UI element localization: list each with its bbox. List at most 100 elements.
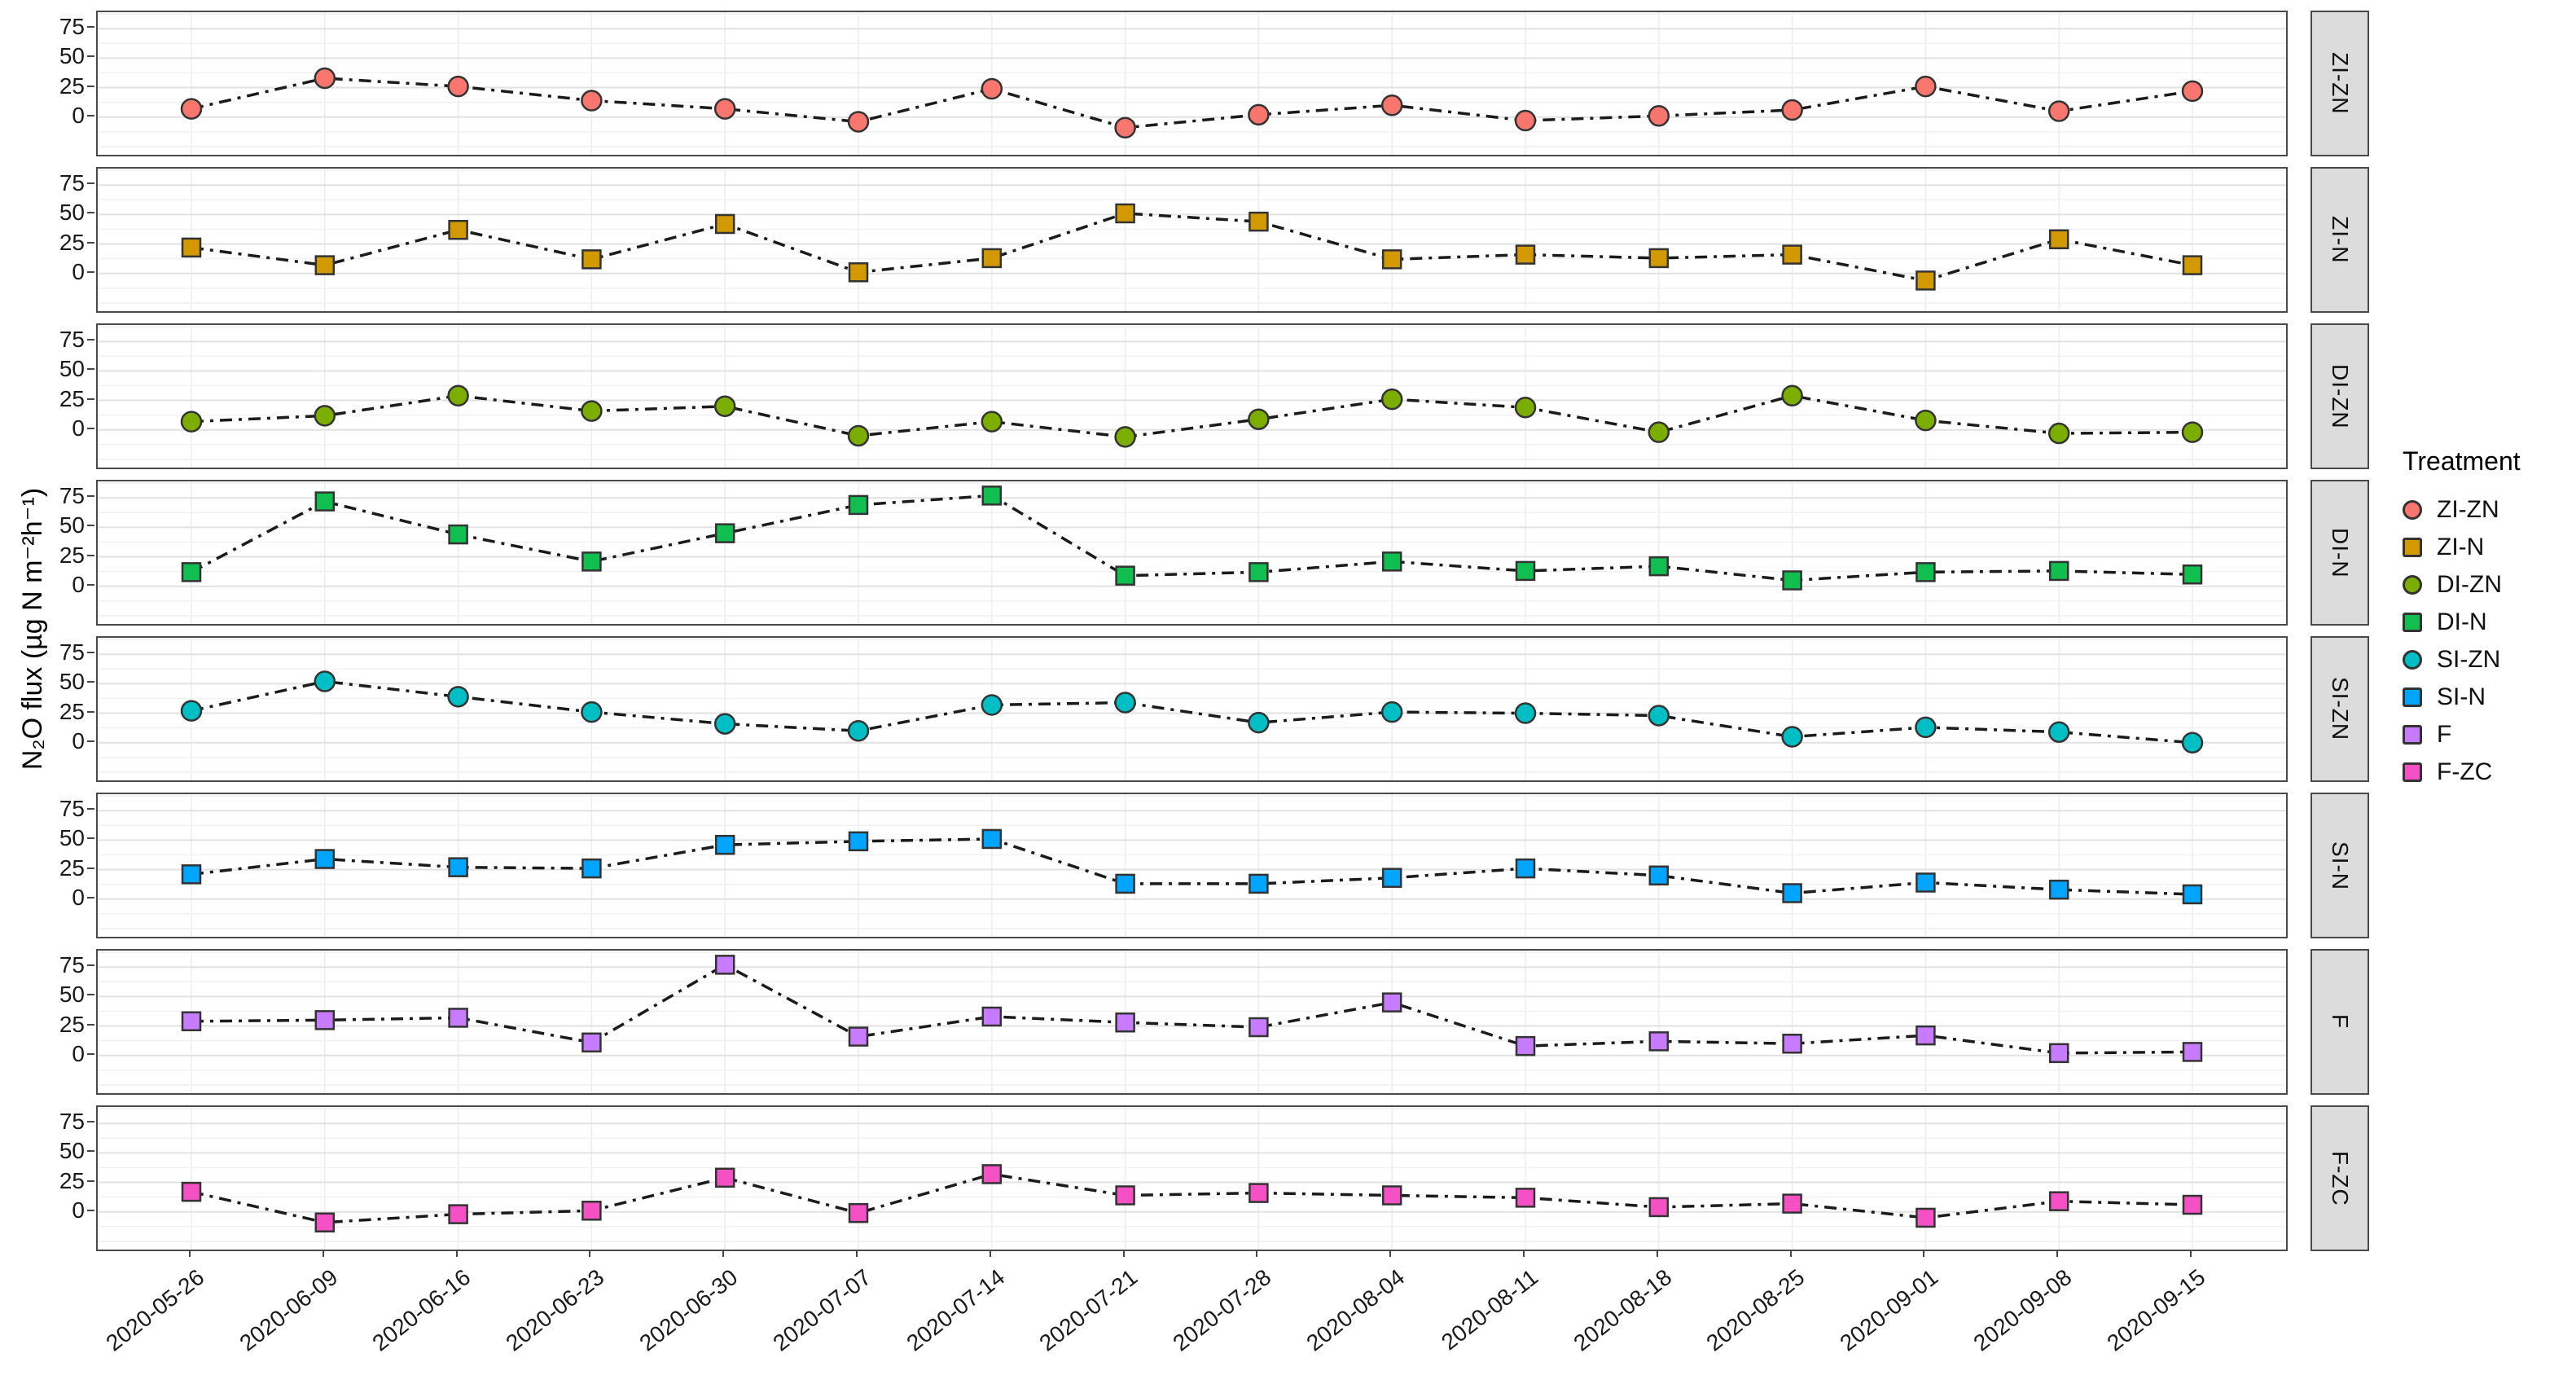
data-point-F [1381,992,1402,1013]
x-tick-mark [1523,1250,1525,1257]
data-point-SI-ZN [1514,702,1537,724]
x-tick-mark [1656,1250,1658,1257]
legend-key-circle-icon [2403,650,2422,670]
data-point-SI-ZN [1915,716,1937,739]
data-point-ZI-N [848,262,869,283]
data-point-SI-N [981,828,1003,850]
legend-key-circle-icon [2403,575,2422,595]
y-tick-label: 0 [72,727,85,753]
data-point-F [181,1011,202,1032]
x-tick-label: 2020-06-09 [234,1264,342,1356]
y-tick-mark [87,867,94,869]
legend-item-SI-N: SI-N [2403,679,2574,716]
data-point-SI-N [2048,879,2069,900]
data-point-DI-ZN [2047,422,2070,445]
data-point-DI-N [2048,560,2069,582]
data-point-SI-ZN [1648,705,1670,727]
legend-key-square-icon [2403,762,2422,782]
y-tick-mark [87,85,94,87]
y-tick-label: 50 [59,982,85,1008]
data-point-DI-N [448,524,468,545]
facet-panel-DI-N [96,480,2288,626]
data-point-DI-ZN [314,405,336,427]
legend-items: ZI-ZN ZI-N DI-ZN DI-N SI-ZN SI-N F F-ZC [2403,491,2574,791]
data-point-SI-N [714,834,735,855]
x-tick-mark [722,1250,725,1257]
legend-label: DI-N [2437,608,2487,635]
data-point-F-ZC [1648,1197,1670,1218]
y-tick-label: 75 [59,639,85,666]
x-tick-label: 2020-08-18 [1568,1264,1676,1356]
data-point-SI-N [1515,858,1536,879]
facet-strip-ZI-N: ZI-N [2311,167,2369,313]
legend-item-F: F [2403,716,2574,753]
x-tick-mark [856,1250,858,1257]
data-point-SI-N [1381,868,1402,888]
y-tick-label: 75 [59,170,85,196]
data-point-ZI-N [1381,249,1402,270]
x-tick-mark [2056,1250,2059,1257]
y-tick-mark [87,339,94,341]
legend-key-square-icon [2403,613,2422,632]
x-tick-mark [1789,1250,1792,1257]
x-tick-mark [1256,1250,1258,1257]
y-tick-mark [87,241,94,244]
y-tick-mark [87,212,94,214]
y-tick-label: 0 [72,571,85,597]
legend-label: ZI-ZN [2437,496,2499,523]
data-point-F-ZC [1249,1183,1269,1203]
data-point-F-ZC [714,1167,735,1188]
data-point-F-ZC [581,1201,602,1221]
x-tick-mark [589,1250,591,1257]
data-point-SI-ZN [713,713,736,735]
facet-strip-SI-N: SI-N [2311,793,2369,938]
data-point-DI-ZN [581,400,603,422]
data-point-F [448,1008,468,1028]
x-tick-mark [1122,1250,1125,1257]
data-point-DI-N [1115,565,1135,586]
y-tick-mark [87,808,94,811]
data-point-F [1916,1025,1936,1046]
facet-strip-label: DI-N [2328,527,2353,578]
data-point-F [1782,1034,1802,1054]
legend-label: DI-ZN [2437,571,2502,598]
x-tick-label: 2020-05-26 [101,1264,209,1356]
data-point-DI-ZN [180,411,203,433]
facet-strip-label: SI-ZN [2328,677,2353,741]
data-point-DI-ZN [2181,421,2204,443]
y-tick-mark [87,994,94,996]
legend-key-square-icon [2403,538,2422,557]
data-point-DI-N [1381,551,1402,572]
data-point-DI-N [714,523,735,543]
legend-label: SI-ZN [2437,646,2501,673]
data-point-F-ZC [448,1204,468,1224]
data-point-ZI-ZN [1781,99,1803,121]
data-point-ZI-ZN [981,77,1003,100]
data-point-ZI-ZN [447,75,469,98]
x-tick-mark [189,1250,191,1257]
facet-strip-label: F-ZC [2328,1150,2353,1206]
y-tick-label: 0 [72,258,85,284]
y-tick-label: 75 [59,483,85,509]
data-point-ZI-N [1916,270,1936,291]
data-point-SI-ZN [2047,721,2070,743]
data-point-ZI-ZN [847,111,870,133]
data-point-ZI-N [1648,248,1670,269]
data-point-F [1249,1017,1269,1038]
y-tick-label: 50 [59,669,85,695]
facet-strip-F: F [2311,949,2369,1095]
x-tick-mark [1923,1250,1925,1257]
data-point-DI-N [1782,570,1802,591]
data-point-ZI-ZN [2047,100,2070,122]
data-point-SI-ZN [2181,731,2204,753]
y-tick-label: 0 [72,884,85,910]
data-point-F [848,1026,869,1047]
y-tick-mark [87,583,94,586]
y-tick-label: 0 [72,1040,85,1066]
data-point-DI-N [1515,560,1536,582]
legend-key-circle-icon [2403,500,2422,520]
facet-panel-ZI-N [96,167,2288,313]
legend-label: F-ZC [2437,758,2493,785]
y-tick-label: 25 [59,1167,85,1193]
